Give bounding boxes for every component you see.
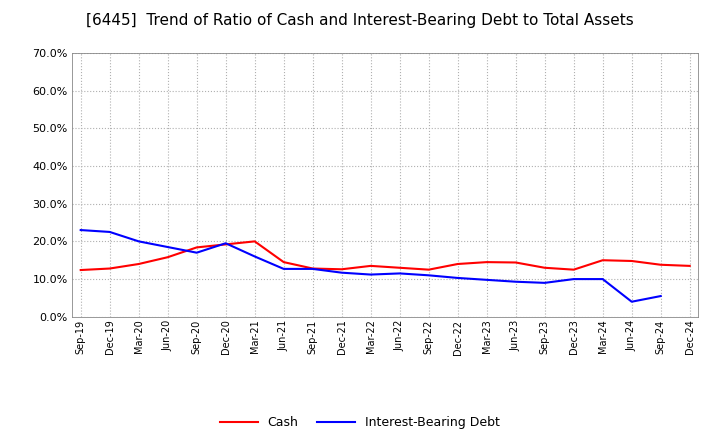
Line: Interest-Bearing Debt: Interest-Bearing Debt: [81, 230, 661, 302]
Cash: [627, 258, 636, 264]
Interest-Bearing Debt: [424, 273, 433, 278]
Cash: [192, 245, 201, 250]
Interest-Bearing Debt: [279, 266, 288, 271]
Cash: [570, 267, 578, 272]
Interest-Bearing Debt: [627, 299, 636, 304]
Cash: [685, 263, 694, 268]
Cash: [366, 263, 375, 268]
Interest-Bearing Debt: [192, 250, 201, 255]
Cash: [279, 260, 288, 265]
Interest-Bearing Debt: [570, 276, 578, 282]
Cash: [395, 265, 404, 271]
Line: Cash: Cash: [81, 242, 690, 270]
Cash: [657, 262, 665, 268]
Text: [6445]  Trend of Ratio of Cash and Interest-Bearing Debt to Total Assets: [6445] Trend of Ratio of Cash and Intere…: [86, 13, 634, 28]
Interest-Bearing Debt: [541, 280, 549, 286]
Interest-Bearing Debt: [308, 266, 317, 271]
Cash: [482, 260, 491, 265]
Cash: [424, 267, 433, 272]
Legend: Cash, Interest-Bearing Debt: Cash, Interest-Bearing Debt: [220, 416, 500, 429]
Cash: [105, 266, 114, 271]
Interest-Bearing Debt: [657, 293, 665, 299]
Interest-Bearing Debt: [105, 229, 114, 235]
Cash: [308, 266, 317, 271]
Cash: [76, 268, 85, 273]
Interest-Bearing Debt: [163, 244, 172, 249]
Cash: [338, 267, 346, 272]
Interest-Bearing Debt: [454, 275, 462, 281]
Cash: [251, 239, 259, 244]
Interest-Bearing Debt: [251, 254, 259, 259]
Interest-Bearing Debt: [395, 271, 404, 276]
Interest-Bearing Debt: [598, 276, 607, 282]
Cash: [454, 261, 462, 267]
Interest-Bearing Debt: [366, 272, 375, 277]
Cash: [135, 261, 143, 267]
Interest-Bearing Debt: [76, 227, 85, 233]
Interest-Bearing Debt: [221, 241, 230, 246]
Cash: [221, 242, 230, 247]
Cash: [598, 257, 607, 263]
Interest-Bearing Debt: [338, 270, 346, 275]
Interest-Bearing Debt: [482, 277, 491, 282]
Cash: [511, 260, 520, 265]
Interest-Bearing Debt: [135, 239, 143, 244]
Cash: [163, 255, 172, 260]
Cash: [541, 265, 549, 271]
Interest-Bearing Debt: [511, 279, 520, 284]
